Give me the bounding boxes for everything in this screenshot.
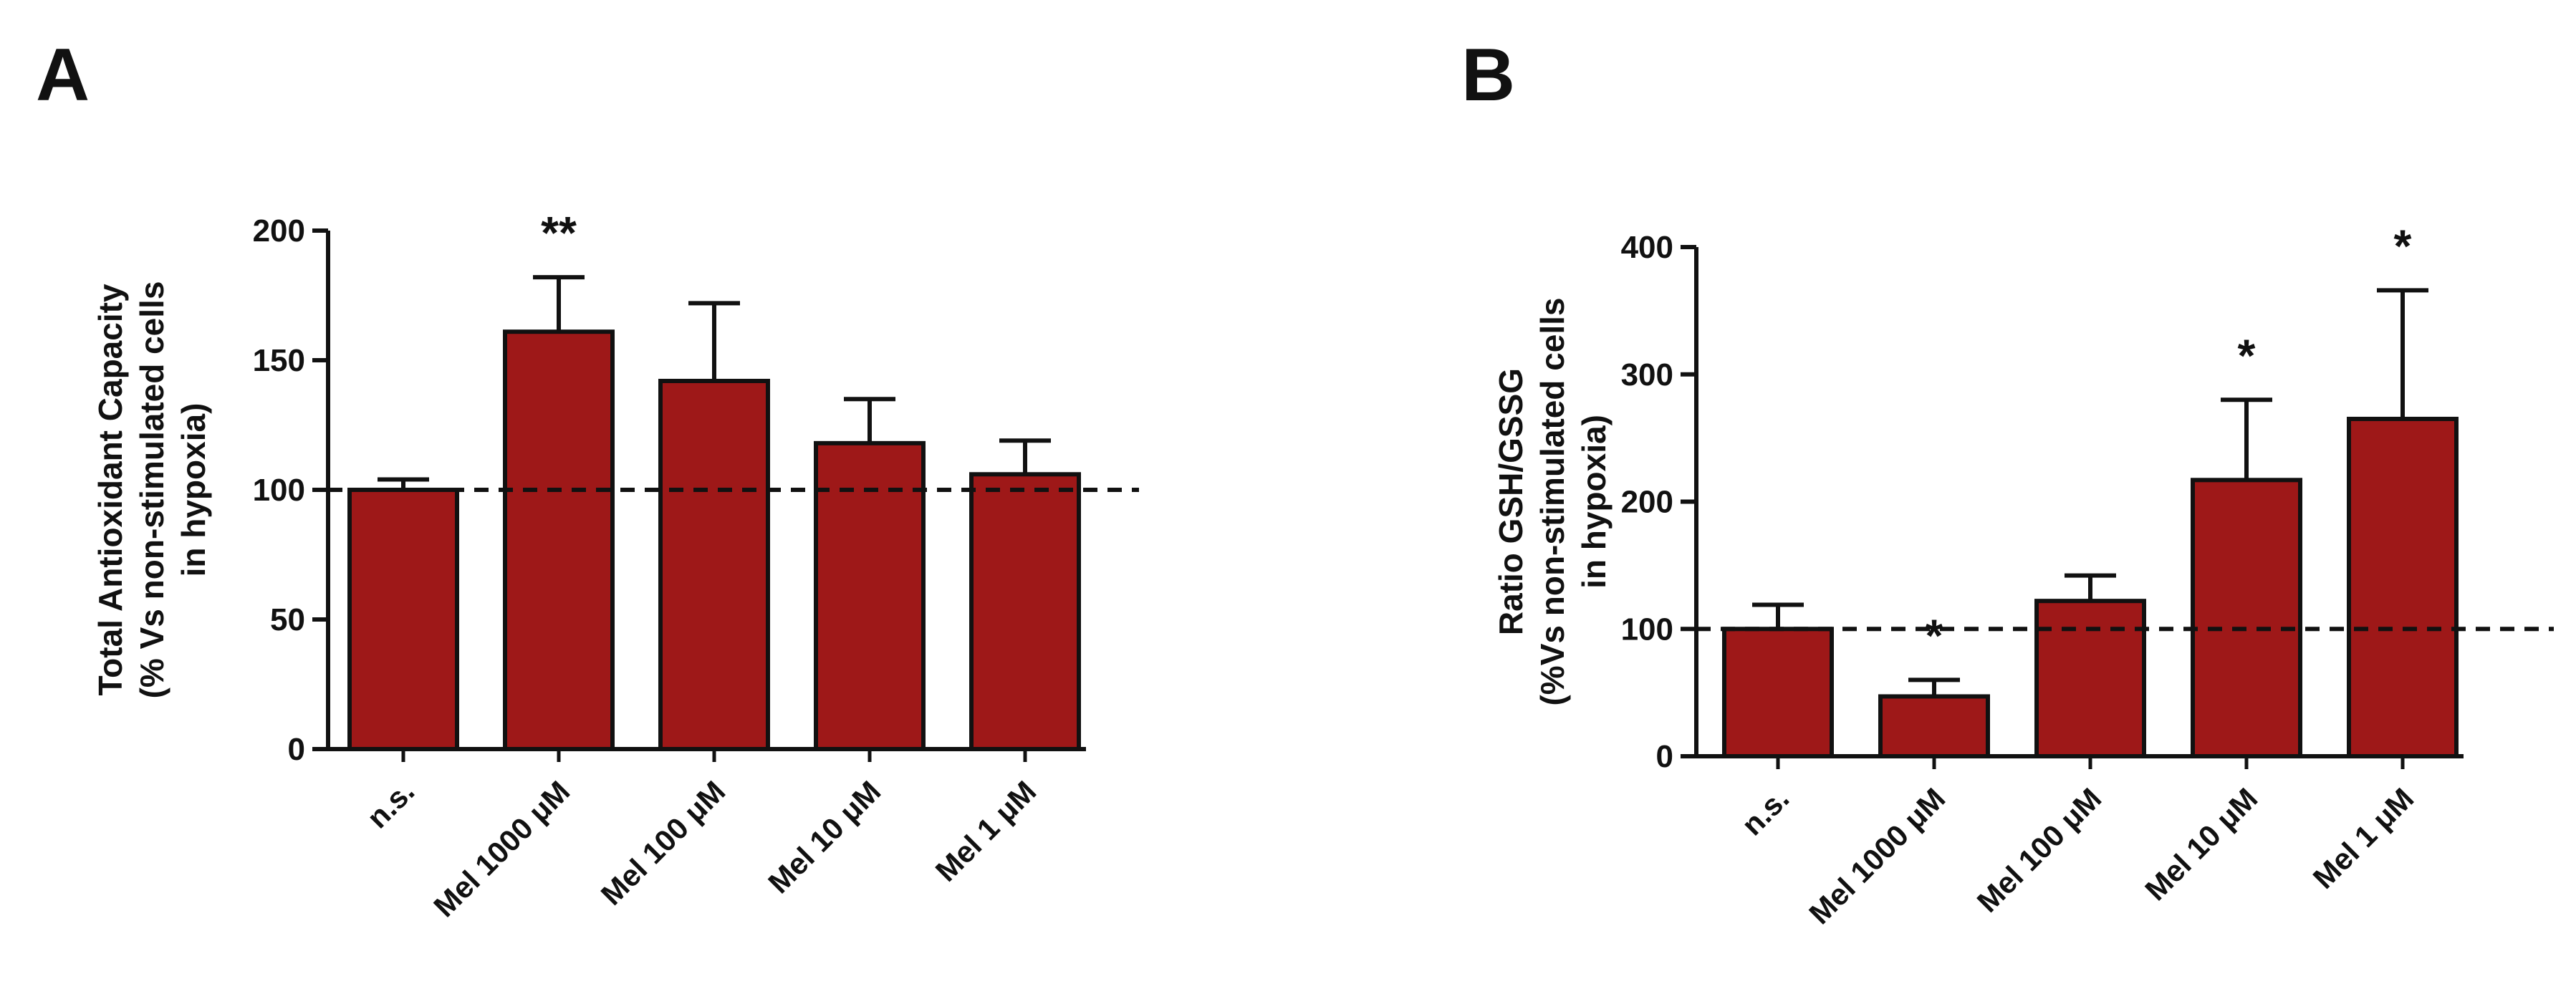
y-axis-title-b-0: Ratio GSH/GSSG [1492,368,1529,635]
bar-a-0 [347,488,459,751]
y-tick-label-b-3: 300 [1621,357,1673,392]
y-axis-title-a-0: Total Antioxidant Capacity [92,284,129,695]
y-tick-label-a-4: 200 [253,213,305,249]
significance-b-4: * [2394,220,2412,271]
y-axis-title-b-2: in hypoxia) [1575,415,1613,589]
panel-a: A 0 50 100 150 200 Total Antioxidant Capacity(… [36,34,1139,923]
y-axis-title-b-1: (%Vs non-stimulated cells [1534,297,1571,705]
y-tick-label-a-2: 100 [253,473,305,508]
bar-a-3 [814,440,926,752]
y-axis-title-a-2: in hypoxia) [175,403,212,577]
bar-b-3 [2191,478,2302,758]
y-tick-label-b-2: 200 [1621,485,1673,520]
bar-b-0 [1722,627,1834,758]
bar-b-4 [2347,416,2459,759]
bar-a-4 [969,472,1081,752]
bar-a-1 [503,329,615,751]
y-tick-label-a-0: 0 [288,732,305,767]
y-tick-label-a-1: 50 [270,602,305,637]
y-tick-label-b-4: 400 [1621,230,1673,265]
y-tick-label-b-1: 100 [1621,612,1673,647]
panel-b: B 0 100 200 300 400 Ratio GSH/GSSG (%Vs non-sti… [1461,34,2554,930]
y-axis-title-a-1: (% Vs non-stimulated cells [133,281,170,699]
significance-b-1: * [1926,609,1943,661]
bar-a-2 [658,378,770,751]
bar-b-2 [2034,599,2146,759]
significance-a-1: ** [541,207,577,259]
bar-b-1 [1878,694,1990,759]
panel-label-a: A [36,34,90,117]
y-tick-label-b-0: 0 [1656,739,1673,774]
y-tick-label-a-3: 150 [253,343,305,378]
significance-b-3: * [2238,329,2256,381]
panel-label-b: B [1461,34,1515,117]
